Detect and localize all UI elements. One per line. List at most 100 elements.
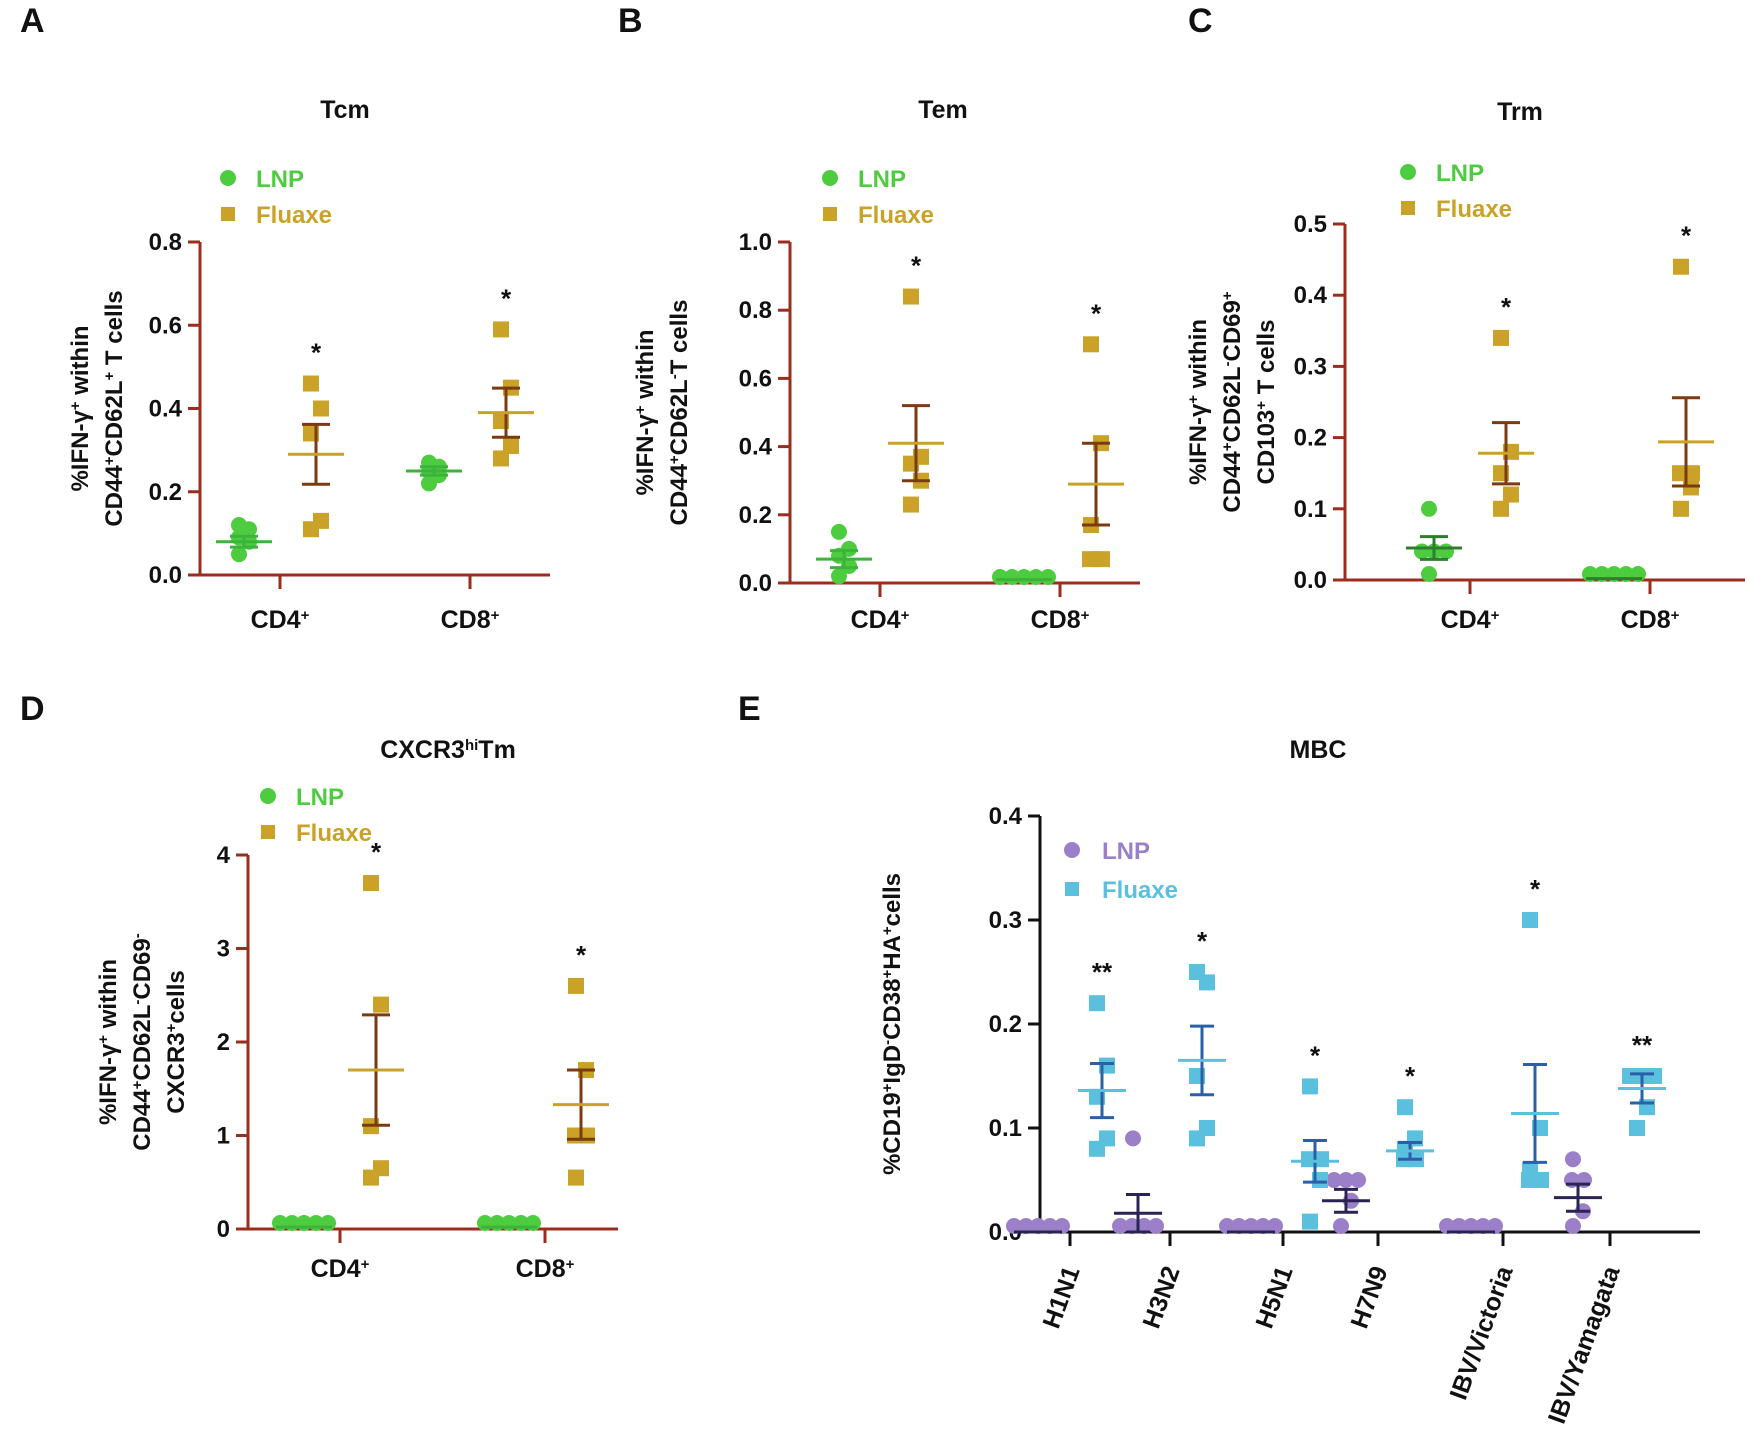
point-A-Fluaxe-1-4 (493, 321, 509, 338)
legend-marker-B-Fluaxe (823, 207, 837, 221)
point-E-LNP-5-0 (1565, 1218, 1581, 1234)
point-C-LNP-0-3 (1438, 543, 1454, 560)
y-tick-label-D-2: 2 (217, 1029, 230, 1056)
y-tick-label-A-2: 0.4 (149, 396, 183, 423)
point-E-LNP-1-2 (1136, 1218, 1152, 1234)
y-tick-label-B-0: 0.0 (739, 570, 772, 597)
x-tick-label-C-1: CD8+ (1621, 606, 1680, 634)
x-tick-label-E-5: IBV/Yamagata (1543, 1261, 1626, 1427)
y-tick-label-D-3: 3 (217, 936, 230, 963)
x-tick-label-A-1-part-0: CD8 (441, 606, 491, 634)
legend-marker-E-LNP (1064, 842, 1080, 858)
point-B-Fluaxe-1-4 (1083, 336, 1099, 353)
point-E-LNP-3-0 (1333, 1218, 1349, 1234)
point-C-Fluaxe-1-4 (1673, 258, 1689, 275)
point-E-LNP-5-4 (1565, 1151, 1581, 1168)
point-E-LNP-4-2 (1463, 1218, 1479, 1234)
chart-title-B-part-0: Tem (918, 96, 968, 124)
y-axis-label-B-line-1: CD44+CD62L-T cells (666, 300, 694, 526)
point-E-LNP-1-1 (1124, 1218, 1140, 1234)
legend-label-E-Fluaxe: Fluaxe (1102, 877, 1178, 904)
x-tick-label-B-0-part-0: CD4 (851, 606, 901, 634)
chart-title-A: Tcm (320, 96, 370, 124)
x-tick-label-D-1: CD8+ (516, 1255, 575, 1283)
panel-letter-C: C (1188, 2, 1213, 40)
y-axis-label-B-line-0-part-2: within (632, 329, 659, 405)
point-B-Fluaxe-0-4 (903, 288, 919, 305)
y-tick-label-E-4: 0.4 (989, 803, 1023, 830)
point-B-LNP-1-4 (1040, 569, 1056, 585)
point-E-LNP-1-0 (1112, 1218, 1128, 1234)
y-axis-label-C-line-2: CD103+ T cells (1253, 320, 1281, 485)
significance-D-0: * (371, 837, 382, 867)
y-tick-label-B-4: 0.8 (739, 297, 772, 324)
point-E-LNP-0-3 (1042, 1218, 1058, 1234)
y-axis-label-D-line-1: CD44+CD62L-CD69- (129, 933, 157, 1151)
point-E-LNP-2-4 (1267, 1218, 1283, 1234)
point-D-Fluaxe-0-4 (363, 875, 379, 892)
legend-label-A-LNP: LNP (256, 166, 304, 193)
legend-marker-B-LNP (822, 170, 838, 186)
panel-E: EMBC0.00.10.20.30.4%CD19+IgD-CD38+HA+cel… (738, 690, 1700, 1427)
y-tick-label-E-2: 0.2 (989, 1011, 1022, 1038)
significance-B-1: * (1091, 298, 1102, 328)
point-E-Fluaxe-5-0 (1629, 1120, 1645, 1136)
y-axis-label-B-line-1-part-0: CD44 (666, 463, 693, 525)
x-tick-label-C-1-part-0: CD8 (1621, 606, 1671, 634)
y-axis-label-C-line-2-part-0: CD103 (1253, 410, 1280, 485)
y-tick-label-D-0: 0 (217, 1216, 230, 1243)
point-E-LNP-0-2 (1030, 1218, 1046, 1234)
point-E-LNP-4-1 (1451, 1218, 1467, 1234)
y-axis-label-A-line-1: CD44+CD62L+ T cells (101, 290, 129, 526)
x-tick-label-A-0: CD4+ (251, 606, 310, 634)
point-E-LNP-3-4 (1350, 1172, 1366, 1188)
chart-title-B: Tem (918, 96, 968, 124)
y-axis-label-E-line-0-part-1: + (879, 1083, 896, 1092)
point-E-LNP-1-3 (1148, 1218, 1164, 1234)
point-A-LNP-0-4 (231, 517, 247, 534)
x-tick-label-C-0-part-1: + (1491, 607, 1500, 624)
y-axis-label-C-line-1-part-1: + (1219, 442, 1236, 451)
legend-label-E-LNP: LNP (1102, 838, 1150, 865)
x-tick-label-B-1: CD8+ (1031, 606, 1090, 634)
legend-label-D-LNP: LNP (296, 784, 344, 811)
point-C-Fluaxe-0-4 (1493, 329, 1509, 346)
x-tick-label-A-0-part-0: CD4 (251, 606, 301, 634)
point-D-Fluaxe-1-0 (568, 1169, 584, 1186)
legend-label-D-Fluaxe: Fluaxe (296, 820, 372, 847)
y-axis-label-C-line-0-part-2: within (1185, 319, 1212, 395)
x-tick-label-D-1-part-1: + (566, 1256, 575, 1273)
point-E-Fluaxe-4-4 (1522, 912, 1538, 928)
point-D-Fluaxe-0-3 (373, 996, 389, 1013)
y-axis-label-A-line-1-part-3: + (101, 371, 118, 380)
legend-label-A-Fluaxe: Fluaxe (256, 202, 332, 229)
x-tick-label-E-0-part-0: H1N1 (1037, 1262, 1085, 1332)
y-axis-label-E-line-0-part-4: CD38 (879, 979, 906, 1040)
x-tick-label-E-5-part-0: IBV/Yamagata (1543, 1261, 1626, 1427)
legend-marker-A-LNP (220, 170, 236, 186)
point-A-Fluaxe-0-1 (313, 512, 329, 529)
y-axis-label-B-line-0-part-1: + (632, 405, 649, 414)
x-tick-label-E-1-part-0: H3N2 (1137, 1262, 1185, 1332)
point-E-LNP-3-3 (1338, 1172, 1354, 1188)
y-tick-label-C-0: 0.0 (1294, 567, 1327, 594)
panel-letter-B: B (618, 2, 643, 40)
point-E-LNP-4-3 (1475, 1218, 1491, 1234)
y-axis-label-D-line-2-part-2: cells (163, 970, 190, 1023)
significance-E-4: * (1530, 874, 1541, 904)
y-tick-label-B-2: 0.4 (739, 434, 773, 461)
x-tick-label-D-0-part-0: CD4 (311, 1255, 361, 1283)
point-E-LNP-2-3 (1255, 1218, 1271, 1234)
x-tick-label-C-0: CD4+ (1441, 606, 1500, 634)
y-axis-label-E-line-0-part-3: - (879, 1040, 896, 1045)
legend-marker-E-Fluaxe (1065, 882, 1079, 896)
y-axis-label-D-line-0-part-2: within (95, 959, 122, 1035)
panel-letter-D: D (20, 690, 45, 728)
x-tick-label-A-0-part-1: + (301, 607, 310, 624)
x-tick-label-D-0: CD4+ (311, 1255, 370, 1283)
y-axis-label-D-line-1-part-3: - (129, 1000, 146, 1005)
significance-C-0: * (1501, 292, 1512, 322)
